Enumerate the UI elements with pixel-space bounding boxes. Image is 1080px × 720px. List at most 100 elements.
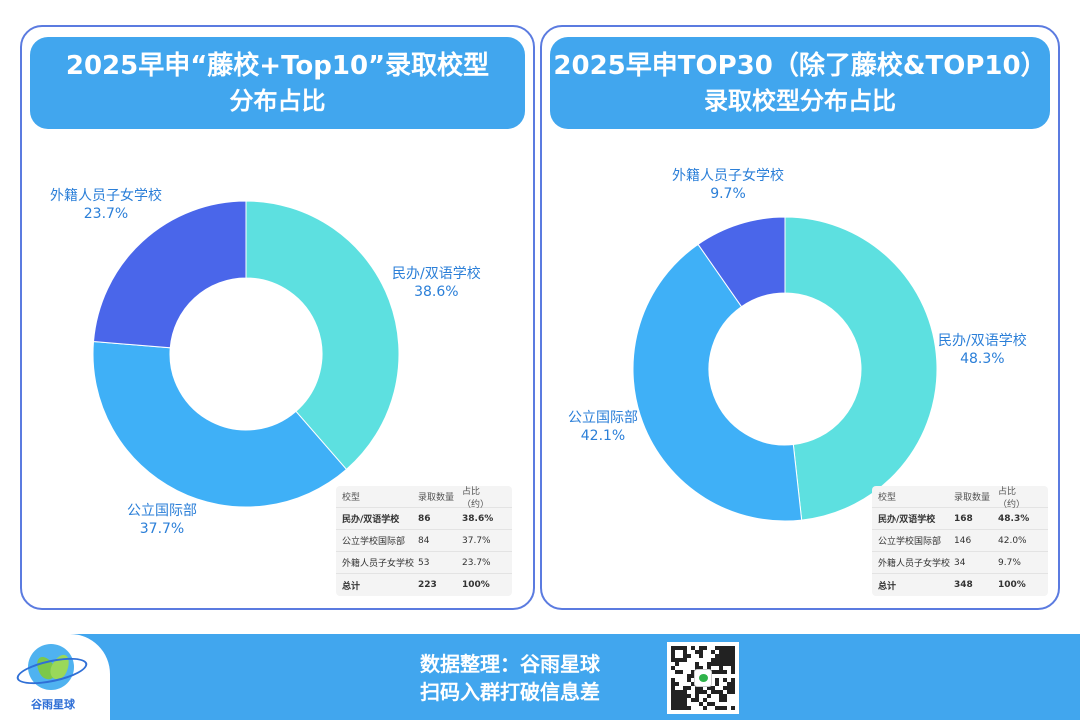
qr-module <box>711 706 715 710</box>
qr-module <box>691 686 695 690</box>
left-label-waiji: 外籍人员子女学校 23.7% <box>50 187 162 223</box>
qr-module <box>687 662 691 666</box>
logo-text: 谷雨星球 <box>31 698 75 711</box>
qr-module <box>727 670 731 674</box>
qr-module <box>723 654 727 658</box>
qr-module <box>679 686 683 690</box>
qr-module <box>691 646 695 650</box>
qr-module <box>691 706 695 710</box>
qr-module <box>711 678 715 682</box>
qr-module <box>691 666 695 670</box>
qr-module <box>703 686 707 690</box>
right-chart-panel: 2025早申TOP30（除了藤校&TOP10） 录取校型分布占比 民办/双语学校… <box>540 25 1060 610</box>
qr-module <box>679 706 683 710</box>
qr-module <box>731 686 735 690</box>
qr-module <box>675 706 679 710</box>
qr-module <box>671 706 675 710</box>
qr-module <box>703 698 707 702</box>
qr-module <box>731 654 735 658</box>
qr-module <box>679 682 683 686</box>
qr-module <box>727 702 731 706</box>
qr-module <box>719 698 723 702</box>
qr-module <box>691 702 695 706</box>
qr-module <box>719 654 723 658</box>
qr-module <box>703 646 707 650</box>
qr-module <box>723 682 727 686</box>
table-cell: 23.7% <box>462 557 491 568</box>
qr-module <box>727 686 731 690</box>
qr-module <box>707 698 711 702</box>
qr-module <box>719 646 723 650</box>
qr-module <box>711 646 715 650</box>
qr-module <box>671 682 675 686</box>
qr-module <box>707 690 711 694</box>
qr-module <box>675 682 679 686</box>
qr-module <box>715 654 719 658</box>
qr-module <box>711 686 715 690</box>
qr-module <box>731 674 735 678</box>
qr-module <box>691 658 695 662</box>
qr-module <box>703 662 707 666</box>
qr-module <box>707 702 711 706</box>
left-chart-panel: 2025早申“藤校+Top10”录取校型 分布占比 民办/双语学校 38.6% … <box>20 25 535 610</box>
right-label-waiji-pct: 9.7% <box>710 186 746 202</box>
qr-module <box>727 654 731 658</box>
qr-module <box>723 690 727 694</box>
qr-module <box>695 694 699 698</box>
qr-module <box>719 650 723 654</box>
qr-module <box>695 690 699 694</box>
qr-module <box>695 654 699 658</box>
qr-module <box>691 690 695 694</box>
qr-module <box>723 694 727 698</box>
qr-module <box>699 698 703 702</box>
qr-module <box>695 666 699 670</box>
left-donut-slice-1 <box>92 340 348 508</box>
right-label-waiji-name: 外籍人员子女学校 <box>672 168 784 184</box>
qr-module <box>699 694 703 698</box>
qr-module <box>679 662 683 666</box>
left-donut-chart <box>92 200 400 508</box>
qr-code-icon[interactable] <box>667 642 739 714</box>
qr-module <box>695 698 699 702</box>
left-label-waiji-pct: 23.7% <box>83 206 129 222</box>
qr-module <box>671 690 675 694</box>
table-header-cell: 校型 <box>878 493 897 503</box>
qr-module <box>727 682 731 686</box>
right-title-line2: 录取校型分布占比 <box>704 87 896 115</box>
table-header-cell: 占比（约） <box>462 486 490 510</box>
qr-module <box>731 678 735 682</box>
qr-module <box>671 670 675 674</box>
qr-module <box>695 702 699 706</box>
qr-module <box>691 670 695 674</box>
table-cell: 86 <box>418 513 431 524</box>
qr-module <box>675 658 679 662</box>
table-header-cell: 录取数量 <box>418 493 455 503</box>
qr-module <box>699 666 703 670</box>
qr-module <box>731 650 735 654</box>
qr-module <box>715 670 719 674</box>
qr-module <box>687 650 691 654</box>
qr-module <box>683 686 687 690</box>
qr-module <box>675 654 679 658</box>
table-cell: 42.0% <box>998 535 1027 546</box>
qr-module <box>719 666 723 670</box>
qr-module <box>675 678 679 682</box>
qr-module <box>675 646 679 650</box>
right-label-minban-name: 民办/双语学校 <box>938 333 1027 349</box>
qr-module <box>719 674 723 678</box>
qr-module <box>707 666 711 670</box>
qr-module <box>727 706 731 710</box>
qr-module <box>719 694 723 698</box>
table-row: 外籍人员子女学校 34 9.7% <box>872 552 1048 574</box>
qr-module <box>687 698 691 702</box>
qr-module <box>715 706 719 710</box>
left-label-minban-name: 民办/双语学校 <box>392 266 481 282</box>
qr-module <box>683 670 687 674</box>
qr-module <box>671 694 675 698</box>
qr-module <box>675 698 679 702</box>
qr-module <box>671 686 675 690</box>
qr-module <box>731 646 735 650</box>
qr-module <box>731 670 735 674</box>
qr-module <box>731 706 735 710</box>
qr-module <box>719 658 723 662</box>
